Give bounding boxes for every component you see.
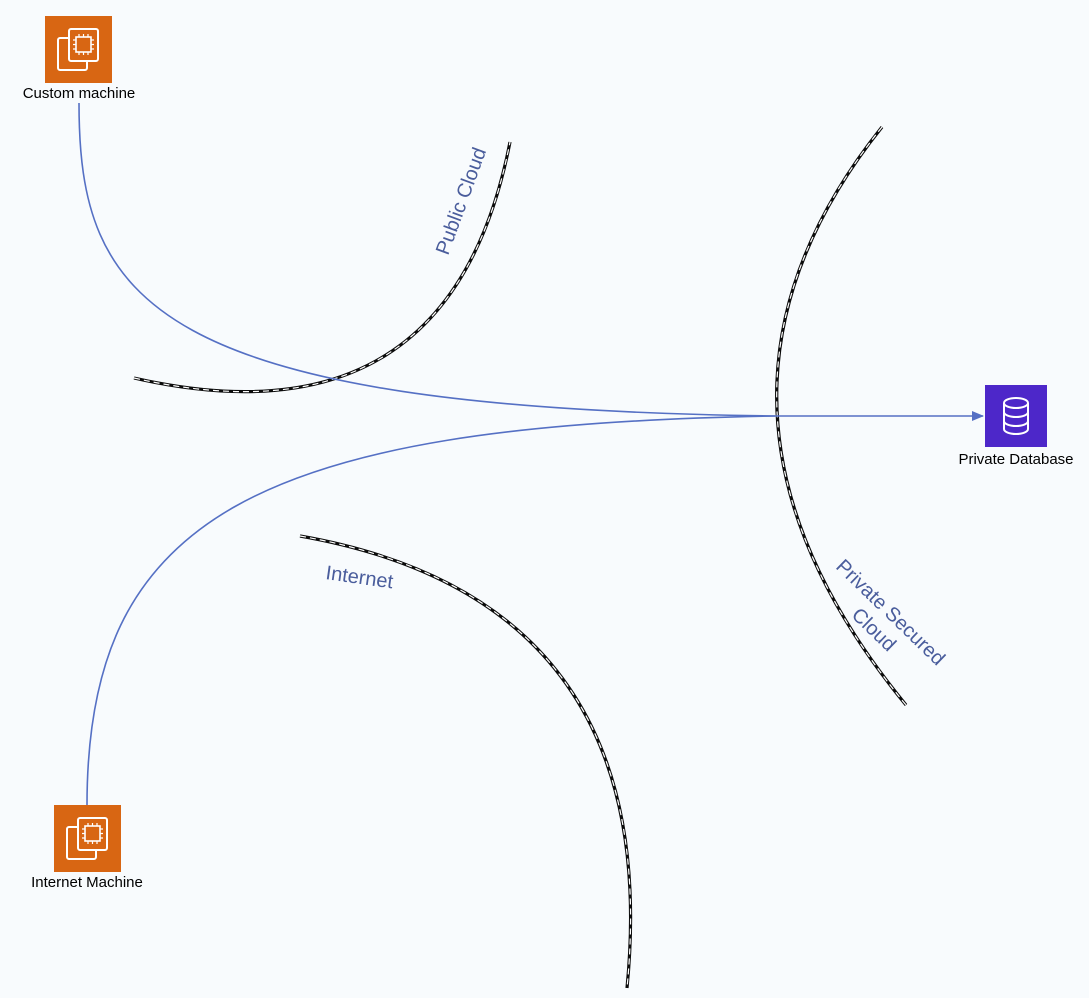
private-database-node[interactable]: Private Database	[958, 385, 1074, 468]
ec2-instance-icon	[54, 805, 121, 872]
edge-internet-machine-to-database[interactable]	[86, 415, 776, 806]
private-secured-cloud-label-line1: Private Secured	[831, 555, 949, 670]
internet-boundary	[299, 534, 633, 989]
internet-machine-label: Internet Machine	[31, 874, 143, 891]
private-secured-cloud-label: Private Secured Cloud	[831, 555, 949, 670]
ec2-instance-icon	[45, 16, 112, 83]
public-cloud-boundary	[133, 141, 512, 394]
internet-machine-node[interactable]: Internet Machine	[31, 805, 143, 891]
private-database-label: Private Database	[958, 451, 1073, 468]
edge-custom-machine-to-database[interactable]	[78, 102, 984, 421]
custom-machine-node[interactable]: Custom machine	[23, 16, 136, 102]
internet-label: Internet	[324, 562, 395, 593]
custom-machine-label: Custom machine	[23, 85, 136, 102]
private-secured-cloud-boundary	[775, 126, 908, 707]
database-icon	[985, 385, 1047, 447]
public-cloud-label: Public Cloud	[432, 145, 491, 258]
